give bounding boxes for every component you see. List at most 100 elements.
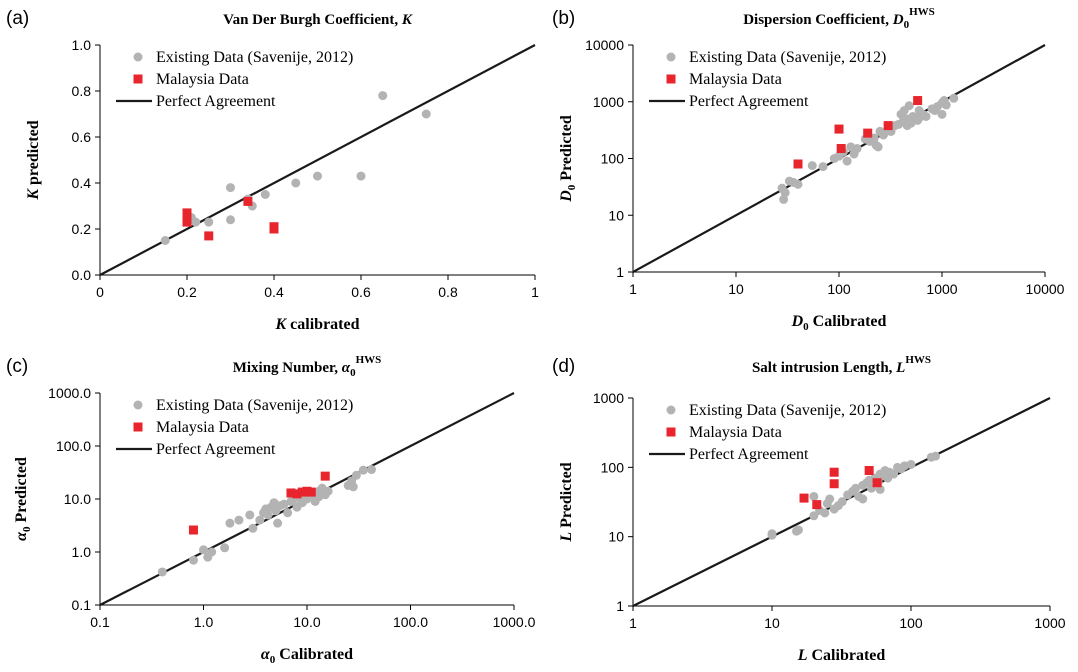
y-tick-label: 0.0 <box>72 267 92 283</box>
legend-existing-label: Existing Data (Savenije, 2012) <box>156 49 353 66</box>
x-tick-label: 0.6 <box>351 284 371 300</box>
y-axis-label: D0 Predicted <box>558 115 578 203</box>
legend-existing-marker <box>666 405 676 415</box>
x-tick-label: 1 <box>531 284 539 300</box>
y-tick-label: 10000 <box>585 37 624 53</box>
existing-data-point <box>858 494 868 504</box>
malaysia-data-point <box>829 467 839 477</box>
malaysia-data-point <box>829 479 839 489</box>
legend-line-label: Perfect Agreement <box>689 446 809 463</box>
existing-data-point <box>188 555 198 565</box>
y-tick-label: 0.4 <box>72 175 92 191</box>
existing-data-point <box>234 515 244 525</box>
y-tick-label: 100 <box>601 459 625 475</box>
existing-data-point <box>930 451 940 461</box>
y-axis-label: L Predicted <box>558 462 575 542</box>
existing-data-point <box>160 236 170 245</box>
malaysia-data-point <box>863 128 873 138</box>
y-tick-label: 1000 <box>593 94 624 110</box>
x-tick-label: 0 <box>96 284 104 300</box>
existing-data-point <box>367 465 377 475</box>
malaysia-data-point <box>269 224 279 234</box>
malaysia-data-point <box>799 493 809 503</box>
x-axis-label: K calibrated <box>275 316 360 333</box>
legend-malaysia-marker <box>666 427 676 437</box>
existing-data-point <box>248 523 258 533</box>
x-tick-label: 100 <box>899 615 923 631</box>
existing-data-point <box>914 106 924 116</box>
legend-malaysia-label: Malaysia Data <box>689 71 782 88</box>
x-tick-label: 100 <box>827 281 851 297</box>
existing-data-point <box>851 483 861 493</box>
existing-data-point <box>378 91 388 101</box>
legend-line-label: Perfect Agreement <box>156 93 276 110</box>
malaysia-data-point <box>864 466 874 476</box>
existing-data-point <box>225 518 235 528</box>
y-tick-label: 0.1 <box>72 597 92 613</box>
legend-existing-label: Existing Data (Savenije, 2012) <box>689 49 886 66</box>
panel-d: (d) Salt intrusion Length, LHWS 1 10 100 1000… <box>552 354 1066 664</box>
y-tick-label: 100 <box>601 151 625 167</box>
existing-data-point <box>837 497 847 507</box>
x-tick-label: 0.8 <box>438 284 458 300</box>
panel-c: (c) Mixing Number, α0HWS 0.1 1.0 10.0 100.0 10… <box>6 354 536 666</box>
existing-data-point <box>852 144 862 154</box>
existing-data-point <box>889 469 899 479</box>
chart-title: Salt intrusion Length, LHWS <box>752 354 931 376</box>
existing-data-point <box>226 215 235 225</box>
legend-existing-label: Existing Data (Savenije, 2012) <box>156 397 353 414</box>
legend-malaysia-marker <box>666 74 676 84</box>
panel-letter: (d) <box>552 356 575 377</box>
y-tick-label: 0.8 <box>72 83 92 99</box>
existing-data-point <box>191 217 201 227</box>
existing-data-point <box>921 111 931 121</box>
y-tick-label: 1000.0 <box>48 385 91 401</box>
y-tick-label: 10.0 <box>64 491 91 507</box>
y-tick-label: 10 <box>608 529 624 545</box>
chart-title: Mixing Number, α0HWS <box>233 354 382 379</box>
existing-data-point <box>245 510 255 520</box>
existing-data-point <box>348 482 358 492</box>
legend-existing-marker <box>133 52 143 62</box>
x-tick-label: 10 <box>764 615 780 631</box>
existing-data-point <box>793 179 803 189</box>
malaysia-data-point <box>320 471 330 481</box>
x-tick-label: 100.0 <box>393 614 428 630</box>
malaysia-data-point <box>872 478 882 488</box>
legend-line-label: Perfect Agreement <box>156 441 276 458</box>
panel-letter: (b) <box>552 8 575 29</box>
existing-data-point <box>421 109 431 119</box>
y-tick-label: 1 <box>616 598 624 614</box>
existing-data-point <box>157 567 167 577</box>
x-axis-label: L Calibrated <box>797 647 886 664</box>
existing-data-point <box>283 508 293 518</box>
y-tick-label: 0.6 <box>72 129 92 145</box>
existing-data-point <box>273 518 283 528</box>
legend-malaysia-label: Malaysia Data <box>156 71 249 88</box>
malaysia-data-point <box>834 124 844 134</box>
existing-data-point <box>937 109 947 119</box>
existing-data-point <box>825 494 835 504</box>
y-tick-label: 100.0 <box>56 438 91 454</box>
existing-data-point <box>291 178 301 188</box>
existing-data-point <box>313 171 322 181</box>
existing-data-point <box>809 491 819 501</box>
panel-letter: (a) <box>6 8 29 29</box>
y-axis-label: K predicted <box>25 120 42 200</box>
existing-data-point <box>199 545 208 555</box>
existing-data-point <box>356 171 366 181</box>
chart-title: Van Der Burgh Coefficient, K <box>223 12 413 28</box>
y-tick-label: 1 <box>616 264 624 280</box>
y-tick-label: 1000 <box>593 390 624 406</box>
existing-data-point <box>842 156 852 166</box>
x-tick-label: 10.0 <box>293 614 320 630</box>
legend-existing-marker <box>666 52 676 62</box>
existing-data-point <box>226 183 235 193</box>
existing-data-point <box>358 465 368 475</box>
existing-data-point <box>220 543 230 553</box>
panel-b: (b) Dispersion Coefficient, D0HWS 1 10 100 10… <box>552 6 1065 333</box>
y-tick-label: 10 <box>608 207 624 223</box>
panel-a: (a) Van Der Burgh Coefficient, K 0 0.2 0.4 0.… <box>6 8 539 333</box>
malaysia-data-point <box>204 231 214 241</box>
